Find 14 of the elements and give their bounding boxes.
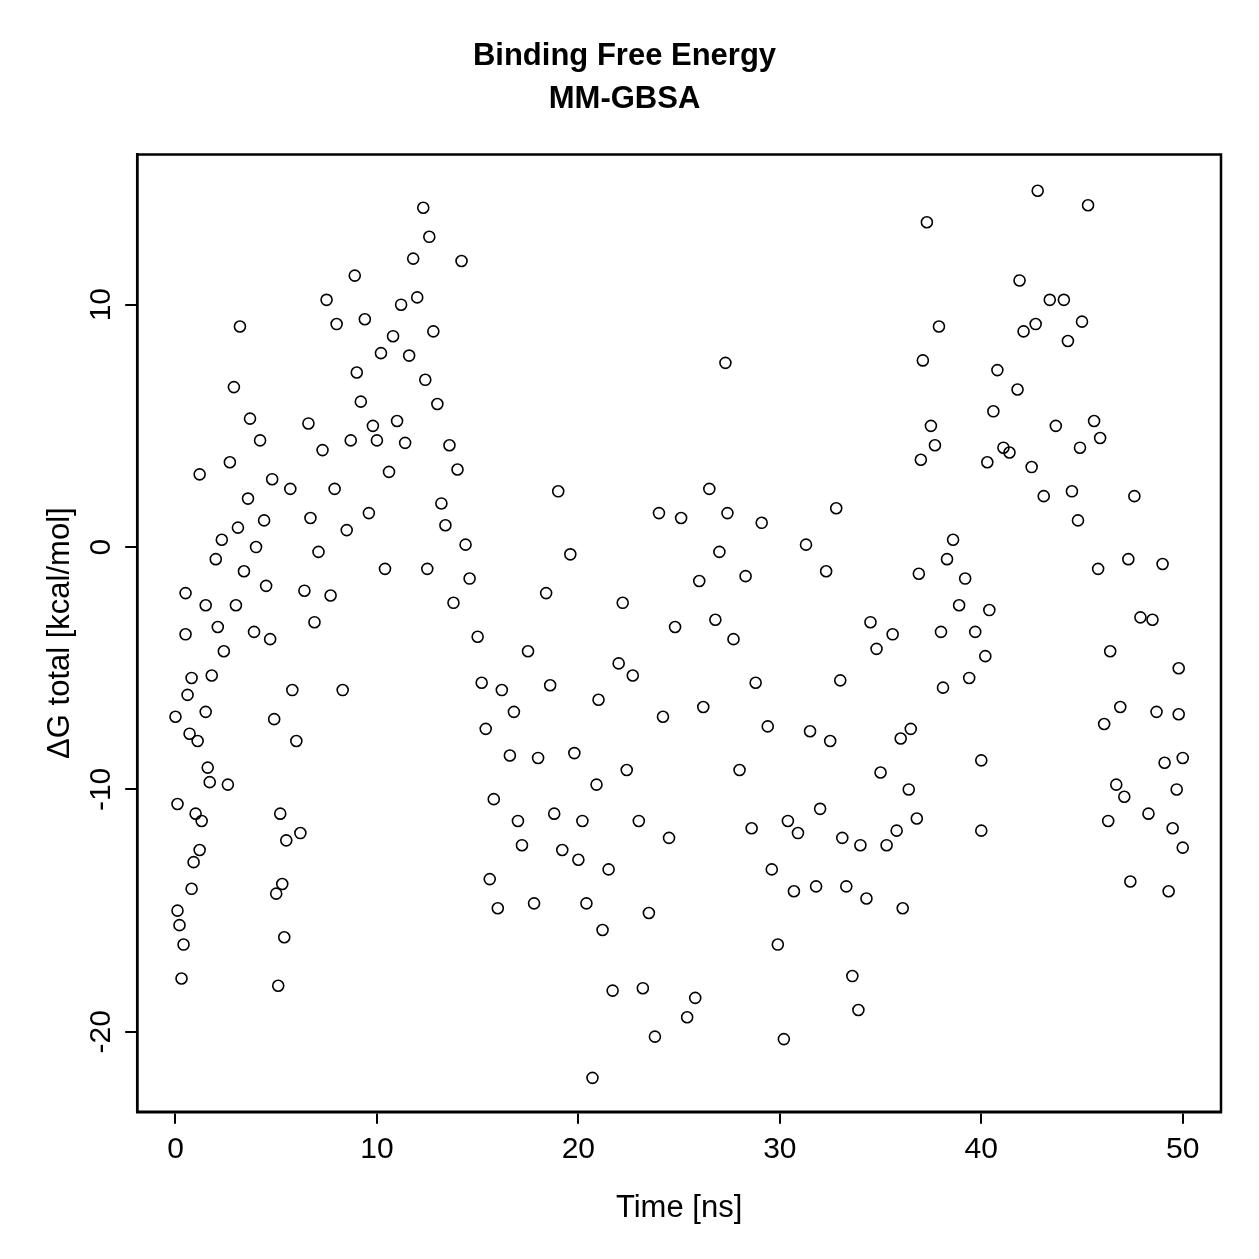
y-tick-label: 0 <box>83 538 117 556</box>
x-tick-label: 50 <box>1166 1131 1200 1165</box>
y-tick-label: -20 <box>83 1010 117 1054</box>
chart-subtitle: MM-GBSA <box>548 80 701 116</box>
x-axis-title: Time [ns] <box>615 1188 743 1224</box>
x-tick-label: 40 <box>964 1131 998 1165</box>
y-tick-label: -10 <box>83 767 117 812</box>
x-tick-label: 0 <box>167 1131 184 1165</box>
y-axis-title: ΔG total [kcal/mol] <box>41 507 77 759</box>
y-tick-label: 10 <box>83 287 117 322</box>
x-tick-label: 30 <box>763 1131 797 1165</box>
x-tick-label: 20 <box>561 1131 596 1165</box>
chart-title: Binding Free Energy <box>472 37 777 73</box>
x-tick-label: 10 <box>360 1131 394 1165</box>
